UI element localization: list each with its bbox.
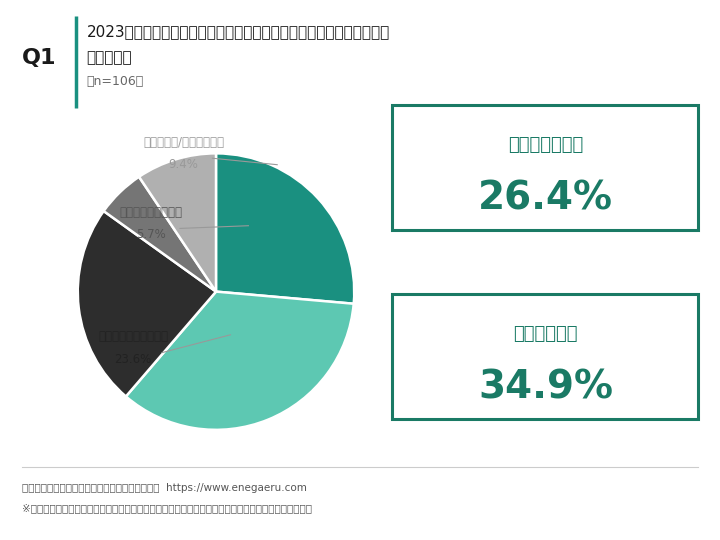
Text: 全く増加しなかった: 全く増加しなかった bbox=[120, 206, 183, 219]
Wedge shape bbox=[139, 153, 216, 292]
Text: 23.6%: 23.6% bbox=[114, 353, 152, 366]
Text: （n=106）: （n=106） bbox=[86, 75, 144, 87]
Wedge shape bbox=[216, 153, 354, 303]
Text: あまり増加しなかった: あまり増加しなかった bbox=[98, 330, 168, 343]
Text: 5.7%: 5.7% bbox=[136, 228, 166, 241]
Text: 34.9%: 34.9% bbox=[478, 368, 613, 407]
Text: ※データやグラフにつきましては、出典・リンクを明記いただき、ご自由に社内外でご活用ください。: ※データやグラフにつきましては、出典・リンクを明記いただき、ご自由に社内外でご活… bbox=[22, 503, 312, 514]
Text: 26.4%: 26.4% bbox=[478, 179, 613, 218]
FancyBboxPatch shape bbox=[392, 294, 698, 418]
Text: 9.4%: 9.4% bbox=[168, 158, 199, 171]
Text: かなり増加した: かなり増加した bbox=[508, 136, 583, 154]
Text: わからない/答えられない: わからない/答えられない bbox=[143, 136, 224, 148]
Text: ましたか。: ましたか。 bbox=[86, 50, 132, 65]
Text: 2023年を振り返って、あなたの会社が支払っている電気料金は増加し: 2023年を振り返って、あなたの会社が支払っている電気料金は増加し bbox=[86, 24, 390, 39]
Wedge shape bbox=[126, 292, 354, 430]
Wedge shape bbox=[104, 177, 216, 292]
Wedge shape bbox=[78, 211, 216, 396]
Text: やや増加した: やや増加した bbox=[513, 325, 577, 343]
Text: Q1: Q1 bbox=[22, 48, 56, 68]
FancyBboxPatch shape bbox=[392, 105, 698, 230]
Text: エネがえる運営事務局調べ（国際航業株式会社）  https://www.enegaeru.com: エネがえる運営事務局調べ（国際航業株式会社） https://www.enega… bbox=[22, 483, 307, 494]
